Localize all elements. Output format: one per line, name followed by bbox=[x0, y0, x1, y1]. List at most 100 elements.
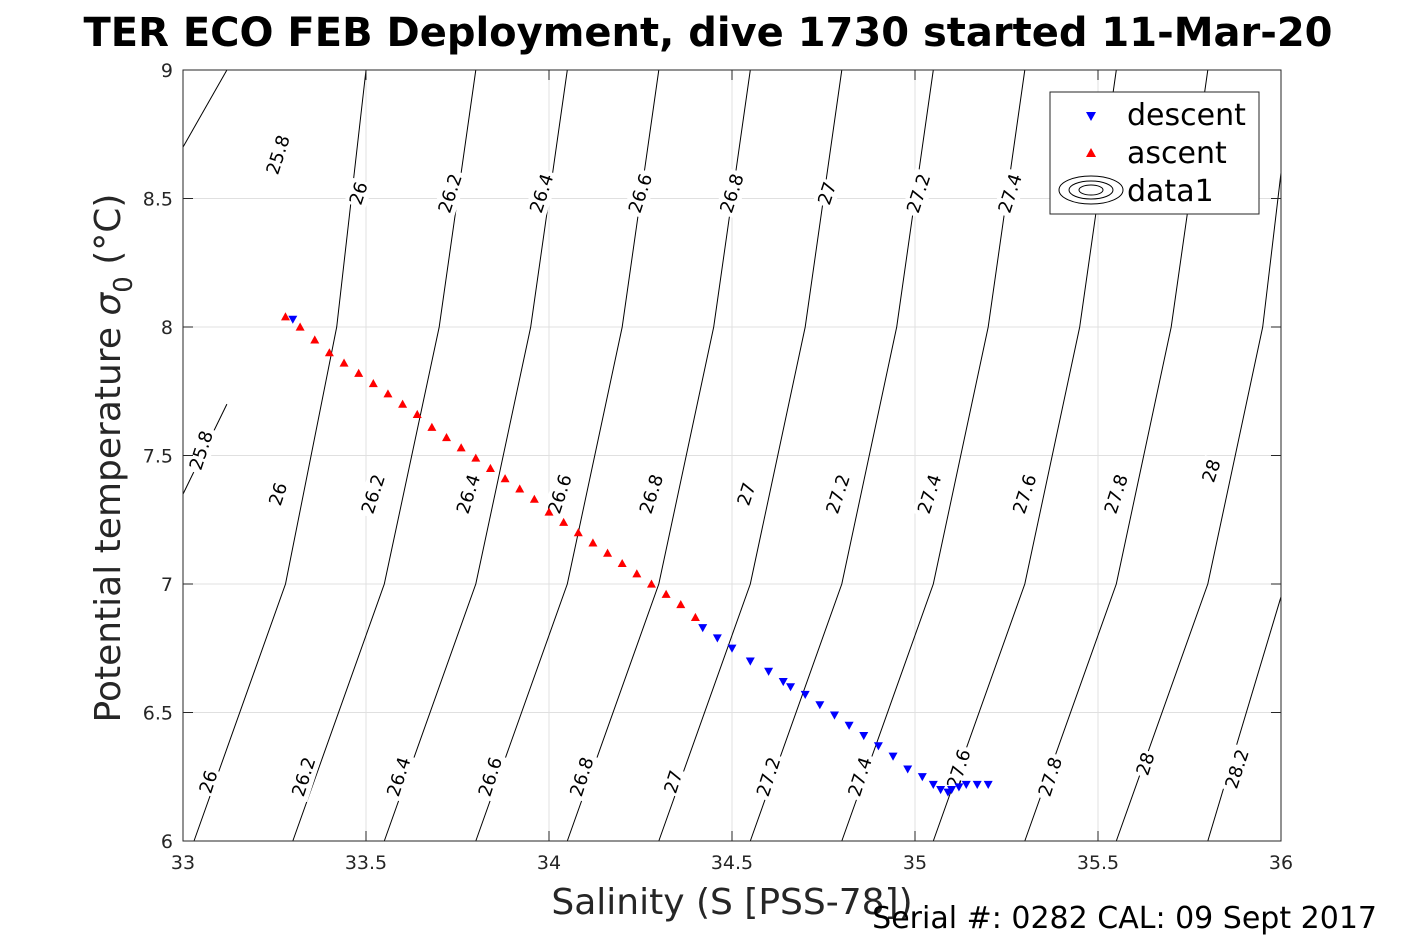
descent-point bbox=[873, 742, 883, 751]
x-ticks: 33 33.5 34 34.5 35 35.5 36 bbox=[171, 70, 1293, 874]
contour-label-mask bbox=[633, 468, 670, 520]
descent-point bbox=[903, 765, 913, 774]
legend-descent-label: descent bbox=[1127, 98, 1246, 133]
descent-point bbox=[745, 657, 755, 666]
descent-point bbox=[815, 701, 825, 710]
contour-label-mask bbox=[263, 478, 293, 510]
ascent-point bbox=[515, 484, 525, 493]
contour-label-mask bbox=[260, 129, 296, 181]
x-axis-label: Salinity (S [PSS-78]) bbox=[551, 882, 912, 923]
contour-label-mask bbox=[820, 468, 856, 520]
ascent-point bbox=[295, 322, 305, 331]
legend-box bbox=[1049, 91, 1260, 215]
ascent-point bbox=[442, 433, 452, 442]
contour-label-mask bbox=[1098, 468, 1134, 520]
y-axis-label: Potential temperature σ0 (°C) bbox=[88, 194, 139, 723]
contour-label-mask bbox=[732, 478, 762, 510]
y-tick-label: 8 bbox=[161, 317, 173, 339]
descent-point bbox=[961, 780, 971, 789]
contour-label-mask bbox=[622, 168, 659, 219]
contour-label: 28 bbox=[1197, 455, 1226, 487]
descent-point bbox=[829, 711, 839, 720]
ascent-point bbox=[324, 348, 334, 357]
ascent-point bbox=[661, 589, 671, 598]
ascent-point bbox=[339, 358, 349, 367]
contour-label-mask bbox=[1197, 455, 1226, 487]
y-axis-label-subscript: 0 bbox=[109, 276, 139, 293]
contour-label-mask bbox=[941, 743, 977, 795]
descent-point bbox=[936, 786, 946, 795]
contour-label-mask bbox=[812, 177, 842, 210]
contour-label-mask bbox=[751, 751, 787, 803]
contour-label-mask bbox=[1131, 748, 1161, 780]
y-axis-label-unit: (°C) bbox=[88, 194, 129, 277]
descent-point bbox=[844, 721, 854, 730]
contour-label-mask bbox=[842, 751, 878, 803]
contour-line bbox=[1207, 596, 1282, 842]
y-tick-label: 8.5 bbox=[143, 189, 173, 211]
contour-label-mask bbox=[344, 177, 374, 210]
contour-label-mask bbox=[658, 766, 688, 798]
ascent-point bbox=[310, 335, 320, 344]
descent-point bbox=[928, 780, 938, 789]
y-tick-label: 7.5 bbox=[143, 446, 173, 468]
ascent-point bbox=[500, 474, 510, 483]
y-axis-label-sigma: σ bbox=[88, 292, 129, 316]
contour-line bbox=[182, 69, 228, 148]
contour-label-mask bbox=[381, 751, 417, 803]
descent-point bbox=[888, 752, 898, 761]
contour-label-mask bbox=[183, 425, 219, 476]
legend-contour-label: data1 bbox=[1127, 174, 1214, 209]
contour-label-mask bbox=[912, 468, 948, 520]
descent-point bbox=[698, 624, 708, 633]
x-tick-label: 33.5 bbox=[345, 852, 387, 874]
x-tick-label: 34.5 bbox=[711, 852, 753, 874]
chart-title: TER ECO FEB Deployment, dive 1730 starte… bbox=[83, 10, 1332, 56]
ascent-point bbox=[544, 507, 554, 516]
ascent-point bbox=[588, 538, 598, 547]
contour-label-mask bbox=[524, 168, 560, 219]
contour-label: 26 bbox=[194, 766, 224, 798]
serial-footer: Serial #: 0282 CAL: 09 Sept 2017 bbox=[872, 901, 1377, 936]
contour-label-mask bbox=[1219, 743, 1255, 795]
ascent-point bbox=[676, 600, 686, 609]
contour-label: 28 bbox=[1131, 748, 1161, 780]
descent-point bbox=[947, 786, 957, 795]
contour-label-mask bbox=[286, 751, 322, 803]
ascent-point bbox=[617, 558, 627, 568]
contour-label-mask bbox=[450, 468, 487, 520]
x-tick-label: 35.5 bbox=[1077, 852, 1119, 874]
descent-point bbox=[954, 783, 964, 792]
ascent-point bbox=[471, 453, 481, 462]
x-tick-label: 35 bbox=[903, 852, 927, 874]
descent-point bbox=[764, 667, 774, 676]
legend: descent ascent data1 bbox=[1049, 91, 1260, 215]
ascent-point bbox=[485, 463, 495, 472]
descent-point bbox=[800, 690, 810, 700]
descent-point bbox=[859, 732, 869, 741]
contour-label-mask bbox=[992, 168, 1028, 219]
ascent-point bbox=[632, 569, 642, 578]
descent-point bbox=[983, 780, 993, 789]
descent-point bbox=[786, 683, 796, 692]
descent-point bbox=[972, 780, 982, 789]
legend-contour-icon bbox=[1058, 175, 1124, 205]
contour-label-mask bbox=[542, 468, 578, 520]
contour-label-mask bbox=[355, 468, 391, 520]
ascent-point bbox=[280, 312, 290, 321]
descent-point bbox=[288, 315, 298, 324]
y-tick-label: 9 bbox=[161, 60, 173, 82]
ascent-point bbox=[383, 389, 393, 398]
ascent-point bbox=[412, 409, 422, 418]
contour-label-mask bbox=[472, 751, 508, 803]
x-tick-label: 36 bbox=[1269, 852, 1293, 874]
ascent-point bbox=[368, 379, 378, 388]
contour-label-mask bbox=[1007, 468, 1043, 520]
ascent-point bbox=[427, 422, 437, 431]
y-tick-label: 6 bbox=[161, 831, 173, 853]
ascent-point bbox=[456, 443, 466, 452]
contour-labels: 25.826 26.2 26.4 26.6 26.8 27 27.2 27.425.826 26… bbox=[183, 129, 1255, 803]
x-tick-label: 33 bbox=[171, 852, 195, 874]
contour-label-mask bbox=[714, 168, 750, 219]
ascent-point bbox=[573, 528, 583, 537]
